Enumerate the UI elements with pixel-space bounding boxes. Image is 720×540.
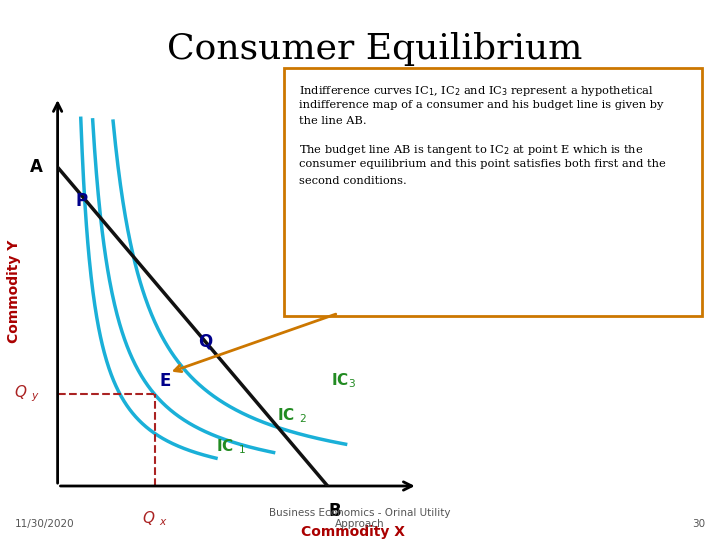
Text: second conditions.: second conditions.: [299, 176, 407, 186]
Text: A: A: [30, 158, 43, 176]
Text: IC $_{2}$: IC $_{2}$: [277, 406, 307, 424]
Text: B: B: [328, 502, 341, 519]
Text: IC $_{1}$: IC $_{1}$: [216, 437, 246, 456]
Text: 30: 30: [693, 519, 706, 529]
Text: Consumer Equilibrium: Consumer Equilibrium: [167, 32, 582, 66]
Text: Q $_{x}$: Q $_{x}$: [142, 509, 167, 528]
Text: P: P: [76, 192, 88, 210]
Text: 11/30/2020: 11/30/2020: [14, 519, 74, 529]
Text: Business Economics - Orinal Utility
Approach: Business Economics - Orinal Utility Appr…: [269, 508, 451, 529]
Text: indifference map of a consumer and his budget line is given by: indifference map of a consumer and his b…: [299, 100, 663, 110]
Text: consumer equilibrium and this point satisfies both first and the: consumer equilibrium and this point sati…: [299, 159, 665, 170]
Text: Commodity Y: Commodity Y: [7, 240, 22, 343]
Text: The budget line AB is tangent to IC$_2$ at point E which is the: The budget line AB is tangent to IC$_2$ …: [299, 143, 643, 157]
Text: Q: Q: [198, 332, 212, 350]
Text: Q $_{y}$: Q $_{y}$: [14, 384, 40, 404]
Text: E: E: [160, 373, 171, 390]
Text: Commodity X: Commodity X: [301, 525, 405, 539]
Text: the line AB.: the line AB.: [299, 116, 366, 126]
Text: Indifference curves IC$_1$, IC$_2$ and IC$_3$ represent a hypothetical: Indifference curves IC$_1$, IC$_2$ and I…: [299, 84, 653, 98]
Text: IC$_3$: IC$_3$: [331, 371, 356, 390]
